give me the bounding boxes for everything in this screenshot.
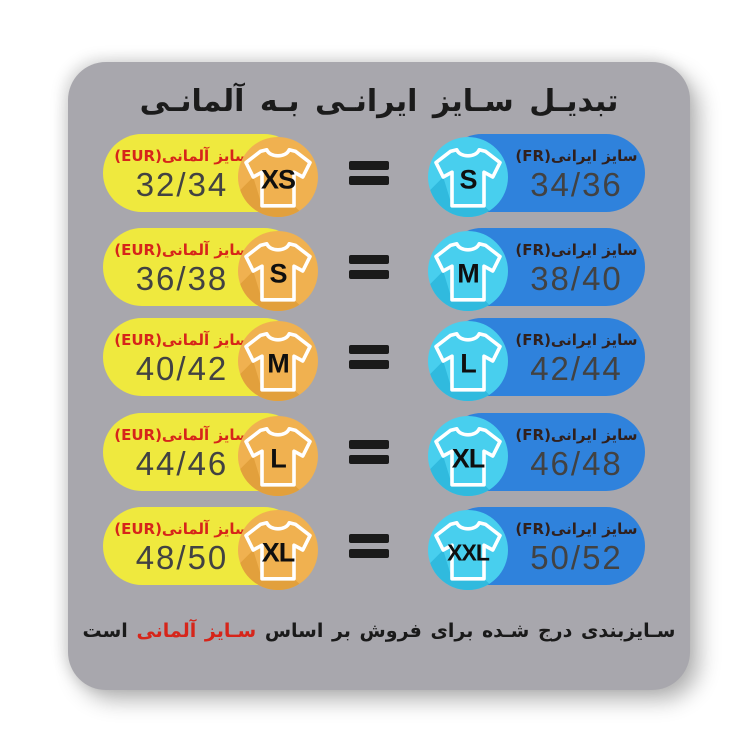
german-size-range: 48/50 bbox=[135, 539, 229, 576]
tshirt-icon bbox=[238, 148, 312, 217]
size-letter: L bbox=[270, 443, 286, 474]
tshirt-icon bbox=[238, 427, 312, 496]
german-size-range: 32/34 bbox=[135, 166, 229, 203]
footer-text-prefix: سـایزبندی درج شـده برای فروش بر اساس bbox=[264, 620, 676, 642]
iranian-size-label: سایز ایرانی(FR) bbox=[515, 147, 638, 165]
tshirt-badge: XL bbox=[428, 416, 508, 496]
iranian-size-range: 46/48 bbox=[530, 445, 623, 482]
tshirt-icon bbox=[238, 242, 312, 311]
equals-icon bbox=[349, 228, 389, 306]
size-chart-panel: تبدیـل سـایز ایرانـی بـه آلمانـی سایز آل… bbox=[68, 62, 690, 690]
size-letter: XXL bbox=[447, 539, 490, 566]
tshirt-badge: M bbox=[428, 231, 508, 311]
iranian-size-label: سایز ایرانی(FR) bbox=[515, 426, 638, 444]
page-title: تبدیـل سـایز ایرانـی بـه آلمانـی bbox=[139, 84, 619, 119]
iranian-size-range: 38/40 bbox=[530, 260, 623, 297]
equals-icon bbox=[349, 318, 389, 396]
iranian-size-label: سایز ایرانی(FR) bbox=[515, 331, 638, 349]
size-letter: XS bbox=[260, 164, 296, 195]
size-letter: L bbox=[460, 348, 476, 379]
size-row: سایز آلمانی(EUR) 48/50 XL سایز ایرانی(FR… bbox=[68, 507, 690, 590]
german-size-label: سایز آلمانی(EUR) bbox=[114, 147, 250, 165]
size-letter: S bbox=[459, 164, 477, 195]
footer-text-highlight: سـایز آلمانی bbox=[136, 620, 257, 642]
german-size-label: سایز آلمانی(EUR) bbox=[114, 520, 250, 538]
tshirt-badge: L bbox=[238, 416, 318, 496]
tshirt-badge: S bbox=[238, 231, 318, 311]
equals-icon bbox=[349, 507, 389, 585]
tshirt-icon bbox=[428, 242, 502, 311]
tshirt-icon bbox=[238, 332, 312, 401]
tshirt-icon bbox=[238, 521, 312, 590]
tshirt-badge: M bbox=[238, 321, 318, 401]
german-size-label: سایز آلمانی(EUR) bbox=[114, 426, 250, 444]
size-row: سایز آلمانی(EUR) 44/46 L سایز ایرانی(FR)… bbox=[68, 413, 690, 496]
size-letter: M bbox=[457, 258, 479, 289]
german-size-pill: سایز آلمانی(EUR) 44/46 L bbox=[103, 413, 318, 496]
german-size-range: 44/46 bbox=[135, 445, 229, 482]
tshirt-icon bbox=[428, 427, 502, 496]
german-size-label: سایز آلمانی(EUR) bbox=[114, 241, 250, 259]
iranian-size-label: سایز ایرانی(FR) bbox=[515, 241, 638, 259]
footer-note: سـایزبندی درج شـده برای فروش بر اساس سـا… bbox=[68, 620, 690, 642]
size-row: سایز آلمانی(EUR) 36/38 S سایز ایرانی(FR)… bbox=[68, 228, 690, 311]
german-size-pill: سایز آلمانی(EUR) 40/42 M bbox=[103, 318, 318, 401]
iranian-size-pill: سایز ایرانی(FR) 38/40 M bbox=[428, 228, 645, 311]
iranian-size-range: 50/52 bbox=[530, 539, 623, 576]
tshirt-icon bbox=[428, 521, 502, 590]
german-size-label: سایز آلمانی(EUR) bbox=[114, 331, 250, 349]
iranian-size-label: سایز ایرانی(FR) bbox=[515, 520, 638, 538]
german-size-pill: سایز آلمانی(EUR) 36/38 S bbox=[103, 228, 318, 311]
size-row: سایز آلمانی(EUR) 40/42 M سایز ایرانی(FR)… bbox=[68, 318, 690, 401]
size-letter: XL bbox=[261, 537, 296, 568]
iranian-size-range: 34/36 bbox=[530, 166, 623, 203]
iranian-size-pill: سایز ایرانی(FR) 34/36 S bbox=[428, 134, 645, 217]
tshirt-badge: S bbox=[428, 137, 508, 217]
iranian-size-pill: سایز ایرانی(FR) 42/44 L bbox=[428, 318, 645, 401]
iranian-size-range: 42/44 bbox=[530, 350, 623, 387]
tshirt-badge: XXL bbox=[428, 510, 508, 590]
size-row: سایز آلمانی(EUR) 32/34 XS سایز ایرانی(FR… bbox=[68, 134, 690, 217]
german-size-range: 40/42 bbox=[135, 350, 229, 387]
iranian-size-pill: سایز ایرانی(FR) 50/52 XXL bbox=[428, 507, 645, 590]
german-size-range: 36/38 bbox=[135, 260, 229, 297]
german-size-pill: سایز آلمانی(EUR) 48/50 XL bbox=[103, 507, 318, 590]
tshirt-icon bbox=[428, 332, 502, 401]
tshirt-badge: L bbox=[428, 321, 508, 401]
german-size-pill: سایز آلمانی(EUR) 32/34 XS bbox=[103, 134, 318, 217]
equals-icon bbox=[349, 413, 389, 491]
size-letter: S bbox=[269, 258, 287, 289]
tshirt-icon bbox=[428, 148, 502, 217]
equals-icon bbox=[349, 134, 389, 212]
tshirt-badge: XL bbox=[238, 510, 318, 590]
tshirt-badge: XS bbox=[238, 137, 318, 217]
footer-text-suffix: است bbox=[82, 620, 128, 642]
size-letter: XL bbox=[451, 443, 486, 474]
iranian-size-pill: سایز ایرانی(FR) 46/48 XL bbox=[428, 413, 645, 496]
size-letter: M bbox=[267, 348, 289, 379]
